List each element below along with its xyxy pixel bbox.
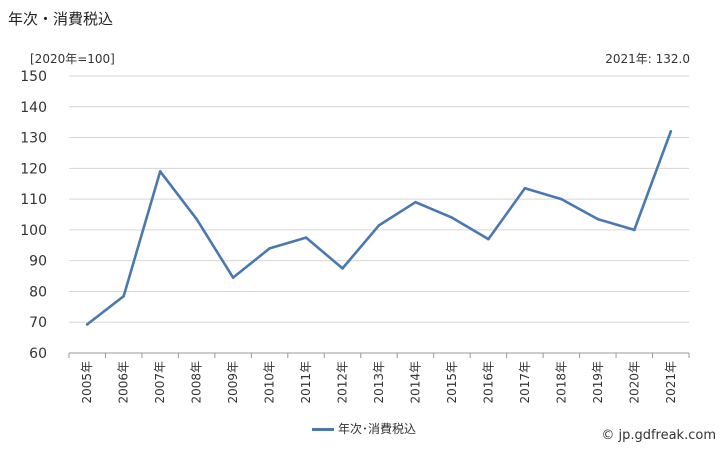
y-tick-label: 80 [29, 284, 47, 300]
x-tick-label: 2007年 [153, 361, 167, 404]
data-point [304, 236, 308, 239]
credit-text: © jp.gdfreak.com [601, 428, 716, 443]
data-point [669, 130, 673, 133]
x-tick-label: 2013年 [372, 361, 386, 404]
x-tick-label: 2009年 [226, 361, 240, 404]
data-point [341, 267, 344, 270]
legend: 年次･消費税込 [0, 420, 728, 437]
data-point [122, 294, 126, 298]
series-line [85, 130, 673, 326]
y-tick-label: 150 [20, 69, 47, 85]
x-tick-label: 2010年 [263, 361, 277, 404]
data-point [560, 197, 563, 201]
data-point [523, 187, 527, 190]
data-point [596, 217, 600, 221]
legend-swatch [311, 428, 334, 431]
data-point [487, 237, 490, 241]
y-tick-label: 70 [29, 315, 47, 331]
x-tick-label: 2011年 [299, 361, 313, 404]
latest-value-label: 2021年: 132.0 [605, 52, 690, 66]
chart-title: 年次・消費税込 [8, 10, 114, 28]
y-tick-label: 120 [20, 161, 47, 177]
unit-label: [2020年=100] [30, 52, 115, 66]
data-point [377, 223, 381, 227]
y-tick-label: 100 [20, 223, 47, 239]
x-tick-label: 2018年 [554, 361, 568, 404]
y-tick-label: 90 [29, 254, 47, 270]
x-tick-label: 2006年 [117, 361, 131, 404]
x-tick-label: 2017年 [518, 361, 532, 404]
data-point [450, 216, 454, 219]
x-axis: 2005年 2006年 2007年 2008年 2009年 2010年 2011年 2012年… [68, 352, 690, 404]
data-point [85, 323, 89, 326]
data-point [268, 247, 271, 250]
data-point [195, 217, 198, 221]
x-tick-label: 2008年 [190, 361, 204, 404]
y-tick-label: 60 [29, 346, 47, 362]
data-point [158, 170, 162, 173]
x-tick-label: 2015年 [445, 361, 459, 404]
x-tick-label: 2012年 [336, 361, 350, 404]
x-tick-label: 2020年 [627, 361, 641, 404]
x-tick-label: 2016年 [481, 361, 495, 404]
legend-label: 年次･消費税込 [337, 422, 416, 436]
series-layer [85, 130, 673, 326]
y-tick-label: 140 [20, 100, 47, 116]
data-point [231, 276, 235, 279]
x-tick-label: 2021年 [664, 361, 678, 404]
gridlines [69, 75, 689, 354]
y-axis: 60 70 80 90 100 110 120 130 140 150 [20, 69, 47, 362]
data-point [414, 200, 417, 204]
data-point [632, 228, 636, 232]
x-tick-label: 2005年 [80, 361, 94, 404]
x-tick-label: 2019年 [591, 361, 605, 404]
y-tick-label: 110 [20, 192, 47, 208]
y-tick-label: 130 [20, 131, 47, 147]
x-tick-label: 2014年 [408, 361, 422, 404]
